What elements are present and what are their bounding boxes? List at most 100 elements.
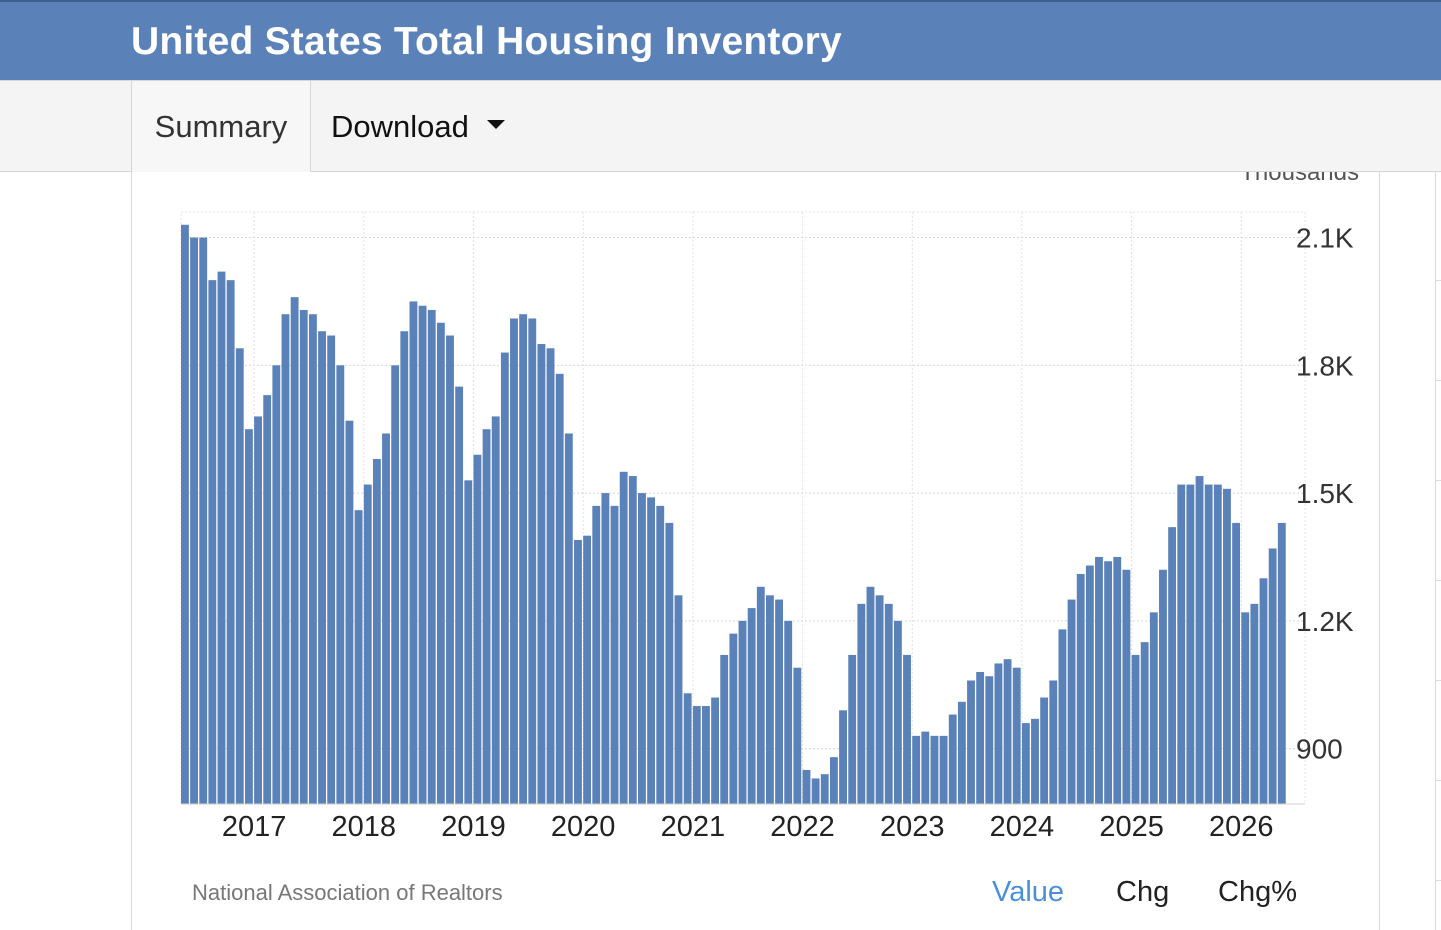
- chart-bar: [254, 416, 262, 804]
- caret-down-icon: [486, 120, 505, 129]
- chart-bar: [619, 471, 628, 804]
- chart-bar: [318, 331, 326, 804]
- chart-bar: [921, 731, 930, 804]
- chart-bar: [446, 335, 454, 804]
- chart-bar: [217, 271, 226, 804]
- page-header: United States Total Housing Inventory: [0, 0, 1441, 80]
- chart-bar: [857, 603, 866, 804]
- chart-bar: [1277, 522, 1286, 804]
- chart-bar: [500, 352, 509, 804]
- chart-bar: [1131, 654, 1140, 804]
- chart-bar: [491, 416, 500, 804]
- chart-bar: [839, 710, 847, 804]
- chart-bar: [628, 476, 637, 804]
- chart-bar: [720, 654, 729, 804]
- chart-bar: [1031, 718, 1039, 804]
- chart-bar: [299, 309, 308, 804]
- source-label: National Association of Realtors: [192, 880, 503, 905]
- chart-bar: [903, 654, 911, 804]
- chart-bar: [1085, 565, 1094, 804]
- chart-bar: [327, 335, 336, 804]
- chart-bar: [665, 522, 674, 804]
- x-tick-label: 2020: [551, 811, 616, 843]
- chart-bar: [528, 318, 537, 804]
- chg-percent-button[interactable]: Chg%: [1218, 876, 1297, 908]
- download-dropdown[interactable]: Download: [331, 81, 505, 172]
- chart-bar: [765, 595, 774, 804]
- chart-bar: [263, 395, 272, 804]
- chart-bar: [793, 667, 802, 804]
- chart-bar: [473, 454, 482, 804]
- chart-bar: [427, 309, 436, 804]
- download-label: Download: [331, 108, 469, 144]
- y-tick-label: 1.8K: [1296, 350, 1354, 381]
- chart-bar: [272, 365, 281, 804]
- chart-bar: [382, 433, 390, 804]
- chart-bar: [884, 603, 893, 804]
- chart-bar: [574, 539, 582, 804]
- chart-bar: [1223, 488, 1231, 804]
- chart-bar: [537, 344, 546, 804]
- y-tick-label: 1.5K: [1296, 478, 1354, 509]
- chart-bar: [756, 586, 765, 804]
- chart-bar: [436, 322, 445, 804]
- chart-bar: [482, 429, 491, 804]
- x-tick-label: 2026: [1209, 811, 1274, 843]
- chart-bar: [811, 778, 820, 804]
- chart-bar: [336, 365, 345, 804]
- chart-bar: [829, 757, 838, 804]
- chart-bar: [181, 224, 189, 804]
- chart-bar: [848, 654, 857, 804]
- chart-bar: [564, 433, 573, 804]
- chart-bar: [976, 671, 985, 804]
- chart-bar: [647, 497, 656, 804]
- chart-bar: [729, 633, 738, 804]
- chart-bar: [692, 706, 701, 804]
- chart-bars: [181, 224, 1286, 805]
- chart-bar: [1159, 569, 1167, 804]
- chart-bar: [400, 331, 409, 804]
- chart-bar: [519, 314, 528, 804]
- chart-bar: [875, 595, 884, 804]
- chart-bar: [308, 314, 317, 804]
- chart-bar: [372, 459, 381, 804]
- inventory-bar-chart: 900 1.2K 1.5K 1.8K 2.1K 2017 2018 2019 2020 2021 2…: [180, 172, 1359, 843]
- chart-bar: [1177, 484, 1186, 804]
- chart-bar: [190, 237, 198, 805]
- tab-summary[interactable]: Summary: [131, 81, 311, 172]
- y-tick-label: 2.1K: [1296, 223, 1354, 254]
- chart-bar: [702, 706, 710, 804]
- chart-bar: [1186, 484, 1195, 804]
- value-button[interactable]: Value: [992, 876, 1065, 908]
- chart-bar: [1259, 578, 1268, 804]
- chart-bar: [747, 608, 756, 804]
- chart-bar: [1268, 548, 1277, 804]
- chart-bar: [775, 599, 783, 804]
- x-tick-label: 2023: [880, 811, 945, 843]
- chart-bar: [656, 505, 665, 804]
- chart-bar: [418, 305, 427, 804]
- chart-bar: [290, 297, 299, 804]
- y-tick-label: 1.2K: [1296, 606, 1354, 637]
- chart-bar: [1213, 484, 1222, 804]
- chart-bar: [235, 348, 244, 804]
- x-tick-label: 2017: [222, 811, 287, 843]
- chart-bar: [957, 701, 966, 804]
- chart-bar: [1021, 723, 1030, 804]
- chart-bar: [226, 280, 235, 804]
- chart-bar: [1076, 574, 1085, 804]
- chg-button[interactable]: Chg: [1116, 876, 1170, 908]
- chart-bar: [1149, 612, 1158, 804]
- chart-bar: [1067, 599, 1076, 804]
- chart-bar: [592, 505, 601, 804]
- chart-bar: [994, 663, 1003, 804]
- chart-bar: [1095, 556, 1103, 804]
- chart-bar: [391, 365, 400, 804]
- chart-bar: [1040, 697, 1049, 804]
- chart-bar: [948, 714, 957, 804]
- page-title: United States Total Housing Inventory: [131, 20, 842, 63]
- tab-summary-label: Summary: [154, 108, 288, 144]
- chart-bar: [455, 386, 464, 804]
- chart-bar: [1140, 642, 1149, 804]
- chart-bar: [1049, 680, 1058, 804]
